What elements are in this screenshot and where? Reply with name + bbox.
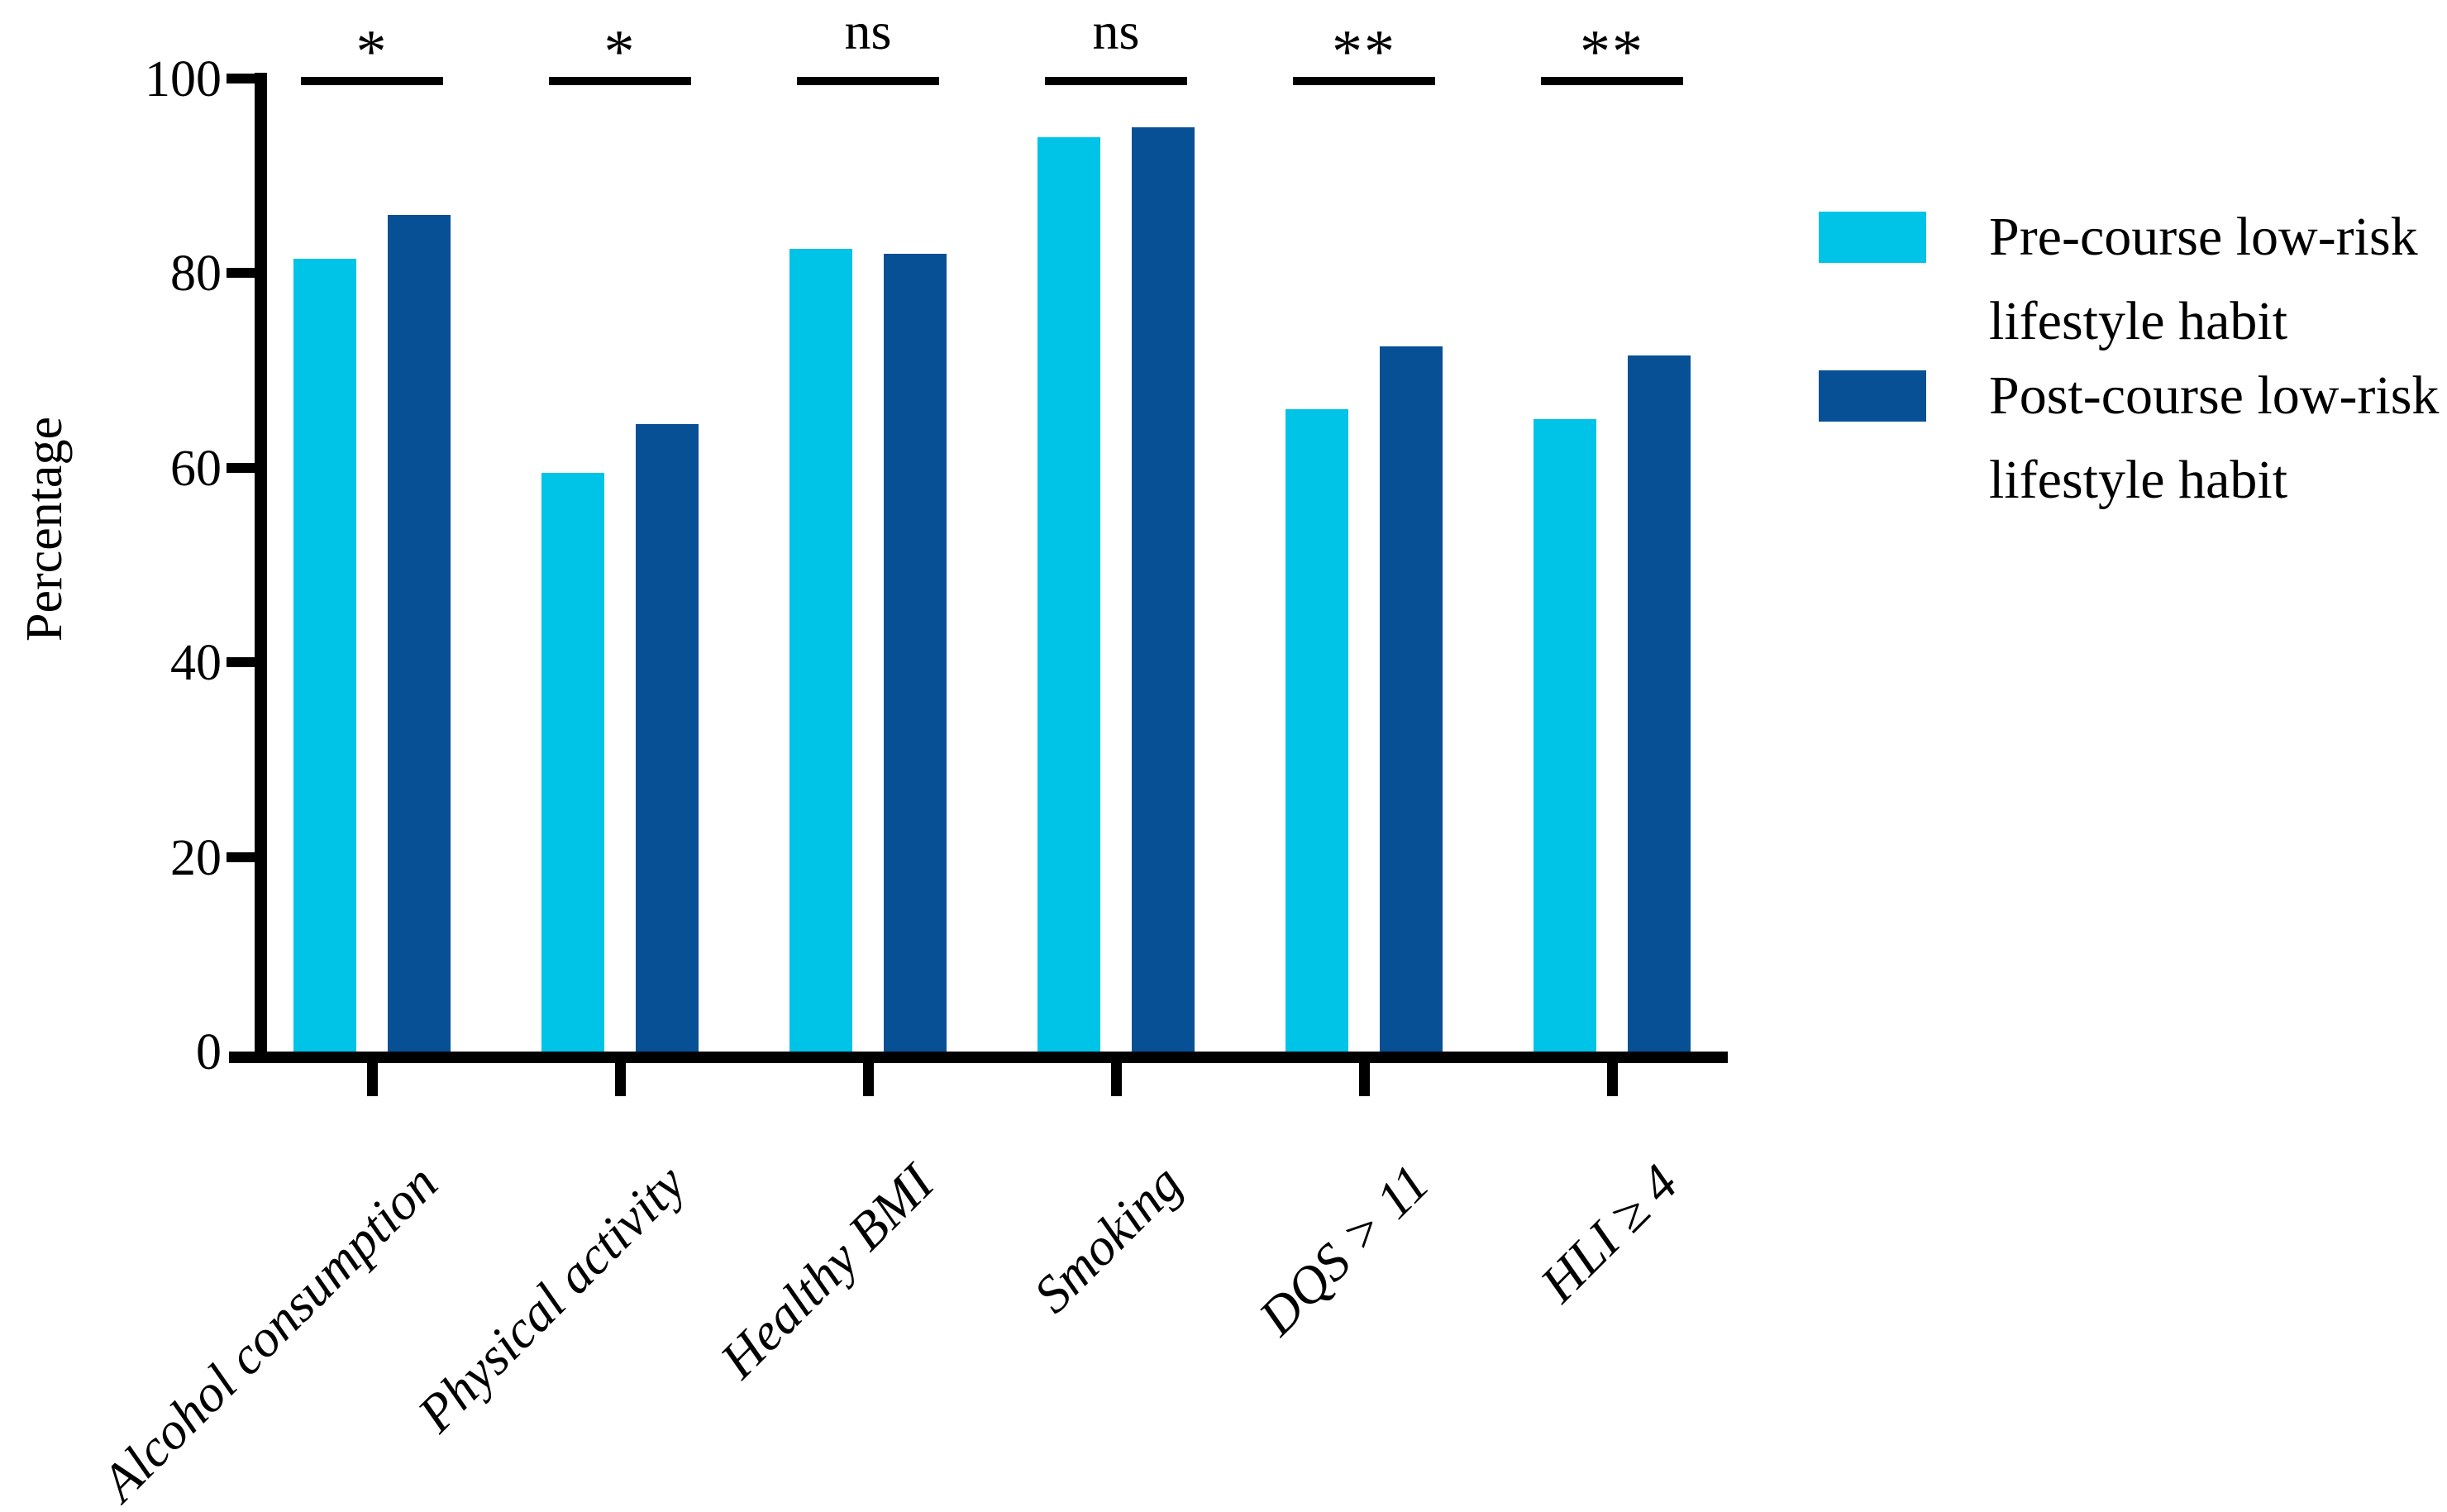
bar-pre-2 bbox=[789, 248, 852, 1052]
y-tick-label-80: 80 bbox=[170, 246, 222, 303]
y-tick-40 bbox=[227, 657, 256, 668]
x-category-label-1: Physical activity bbox=[406, 1153, 697, 1443]
legend-label-post-course-line1: Post-course low-risk bbox=[1989, 365, 2440, 426]
significance-line-2 bbox=[797, 77, 939, 85]
bar-post-5 bbox=[1628, 355, 1691, 1052]
y-tick-label-20: 20 bbox=[170, 829, 222, 886]
y-tick-20 bbox=[227, 851, 256, 862]
x-axis-line bbox=[229, 1052, 1728, 1063]
x-tick-0 bbox=[367, 1063, 378, 1096]
y-tick-60 bbox=[227, 462, 256, 473]
x-tick-2 bbox=[863, 1063, 874, 1096]
bar-post-3 bbox=[1132, 126, 1195, 1052]
legend-item-post-course: Post-course low-risk lifestyle habit bbox=[1819, 354, 2439, 522]
x-category-label-3: Smoking bbox=[1022, 1153, 1193, 1324]
x-category-label-5: HLI ≥ 4 bbox=[1529, 1153, 1689, 1314]
x-tick-4 bbox=[1359, 1063, 1370, 1096]
y-axis-title: Percentage bbox=[17, 417, 73, 642]
y-tick-label-100: 100 bbox=[145, 51, 222, 107]
x-category-label-0: Alcohol consumption bbox=[89, 1153, 449, 1512]
significance-label-5: ** bbox=[1580, 18, 1644, 86]
bar-pre-4 bbox=[1286, 409, 1348, 1052]
significance-label-2: ns bbox=[844, 2, 892, 60]
significance-label-1: * bbox=[603, 18, 637, 86]
bar-pre-1 bbox=[541, 472, 604, 1052]
y-tick-80 bbox=[227, 268, 256, 279]
significance-line-3 bbox=[1045, 77, 1187, 85]
x-tick-1 bbox=[615, 1063, 626, 1096]
legend-item-pre-course: Pre-course low-risk lifestyle habit bbox=[1819, 195, 2418, 364]
significance-line-0 bbox=[301, 77, 443, 85]
bar-pre-5 bbox=[1534, 418, 1596, 1052]
x-category-label-4: DQS > 11 bbox=[1247, 1153, 1441, 1347]
x-category-label-2: Healthy BMI bbox=[708, 1153, 945, 1390]
significance-line-4 bbox=[1293, 77, 1435, 85]
legend-swatch-pre-course bbox=[1819, 212, 1926, 263]
y-tick-100 bbox=[227, 74, 256, 83]
bar-post-1 bbox=[636, 423, 699, 1052]
x-tick-3 bbox=[1111, 1063, 1122, 1096]
significance-line-1 bbox=[549, 77, 691, 85]
significance-label-4: ** bbox=[1332, 18, 1396, 86]
legend-label-post-course: Post-course low-risk lifestyle habit bbox=[1989, 354, 2439, 522]
significance-line-5 bbox=[1541, 77, 1683, 85]
x-tick-5 bbox=[1607, 1063, 1618, 1096]
bar-pre-3 bbox=[1037, 136, 1100, 1052]
significance-label-0: * bbox=[355, 18, 389, 86]
legend-label-pre-course: Pre-course low-risk lifestyle habit bbox=[1989, 195, 2418, 364]
bar-pre-0 bbox=[293, 258, 356, 1052]
legend-label-pre-course-line2: lifestyle habit bbox=[1989, 291, 2288, 351]
y-tick-label-40: 40 bbox=[170, 635, 222, 692]
y-tick-label-60: 60 bbox=[170, 440, 222, 497]
y-axis-line bbox=[255, 73, 267, 1063]
legend-swatch-post-course bbox=[1819, 370, 1926, 422]
legend-label-pre-course-line1: Pre-course low-risk bbox=[1989, 207, 2418, 267]
significance-label-3: ns bbox=[1092, 2, 1140, 60]
bar-post-0 bbox=[388, 214, 451, 1052]
bar-post-4 bbox=[1380, 346, 1443, 1052]
bar-post-2 bbox=[884, 253, 947, 1052]
y-tick-label-0: 0 bbox=[196, 1024, 222, 1080]
legend-label-post-course-line2: lifestyle habit bbox=[1989, 450, 2288, 510]
